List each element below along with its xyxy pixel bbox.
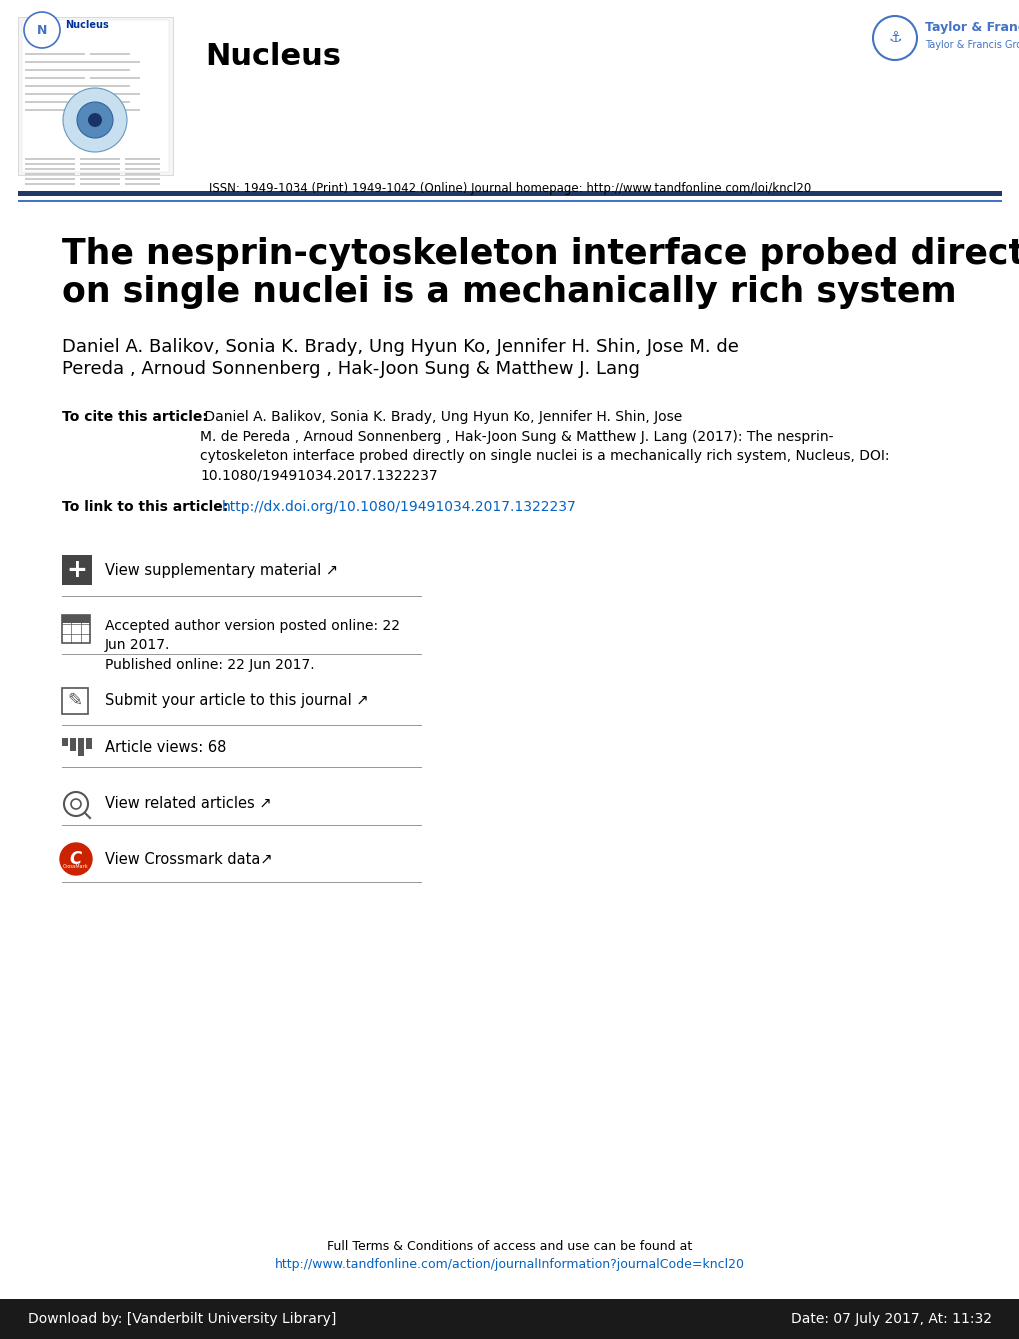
Bar bbox=[90, 76, 140, 79]
Text: http://dx.doi.org/10.1080/19491034.2017.1322237: http://dx.doi.org/10.1080/19491034.2017.… bbox=[222, 499, 576, 514]
Text: Taylor & Francis: Taylor & Francis bbox=[924, 21, 1019, 35]
Bar bbox=[77, 738, 84, 757]
Bar bbox=[90, 108, 140, 111]
Bar bbox=[125, 167, 160, 170]
Circle shape bbox=[88, 112, 102, 127]
Bar bbox=[18, 191, 1001, 195]
Text: N: N bbox=[37, 24, 47, 36]
Text: Nucleus: Nucleus bbox=[205, 42, 340, 71]
Text: View supplementary material ↗: View supplementary material ↗ bbox=[105, 562, 337, 577]
Text: Date: 07 July 2017, At: 11:32: Date: 07 July 2017, At: 11:32 bbox=[790, 1312, 991, 1326]
Text: Submit your article to this journal ↗: Submit your article to this journal ↗ bbox=[105, 694, 368, 708]
Bar bbox=[25, 178, 75, 179]
Text: Full Terms & Conditions of access and use can be found at: Full Terms & Conditions of access and us… bbox=[327, 1240, 692, 1253]
Bar bbox=[25, 158, 75, 159]
Bar bbox=[18, 17, 173, 175]
Bar bbox=[25, 173, 75, 175]
Text: ⚓: ⚓ bbox=[888, 31, 901, 46]
Bar bbox=[86, 738, 92, 749]
Text: To cite this article:: To cite this article: bbox=[62, 410, 208, 424]
Text: The nesprin-cytoskeleton interface probed directly: The nesprin-cytoskeleton interface probe… bbox=[62, 237, 1019, 270]
Text: Taylor & Francis Group: Taylor & Francis Group bbox=[924, 40, 1019, 50]
Bar bbox=[79, 178, 120, 179]
Bar bbox=[79, 163, 120, 165]
Text: CrossMark: CrossMark bbox=[63, 865, 89, 869]
Bar bbox=[22, 20, 169, 171]
Bar bbox=[125, 158, 160, 159]
Text: ISSN: 1949-1034 (Print) 1949-1042 (Online) Journal homepage: http://www.tandfonl: ISSN: 1949-1034 (Print) 1949-1042 (Onlin… bbox=[209, 182, 810, 195]
Bar bbox=[79, 167, 120, 170]
Text: C: C bbox=[70, 850, 83, 868]
Text: on single nuclei is a mechanically rich system: on single nuclei is a mechanically rich … bbox=[62, 274, 956, 309]
Bar bbox=[90, 84, 129, 87]
Bar bbox=[90, 68, 129, 71]
Bar bbox=[62, 688, 88, 714]
Bar bbox=[25, 60, 100, 63]
Circle shape bbox=[63, 88, 127, 153]
Bar bbox=[25, 52, 85, 55]
Bar bbox=[125, 163, 160, 165]
Circle shape bbox=[24, 12, 60, 48]
Bar bbox=[79, 158, 120, 159]
Bar bbox=[125, 178, 160, 179]
Bar bbox=[90, 92, 140, 95]
Bar bbox=[70, 738, 76, 751]
Bar bbox=[90, 52, 129, 55]
Text: http://www.tandfonline.com/action/journalInformation?journalCode=kncl20: http://www.tandfonline.com/action/journa… bbox=[275, 1259, 744, 1271]
Text: Nucleus: Nucleus bbox=[65, 20, 109, 29]
Bar bbox=[79, 173, 120, 175]
Text: To link to this article:: To link to this article: bbox=[62, 499, 233, 514]
Bar bbox=[90, 60, 140, 63]
Bar bbox=[62, 615, 90, 623]
Text: +: + bbox=[66, 558, 88, 582]
Bar bbox=[125, 183, 160, 185]
Bar bbox=[0, 1299, 1019, 1339]
Bar bbox=[62, 615, 90, 643]
Text: Daniel A. Balikov, Sonia K. Brady, Ung Hyun Ko, Jennifer H. Shin, Jose M. de: Daniel A. Balikov, Sonia K. Brady, Ung H… bbox=[62, 337, 738, 356]
Bar bbox=[25, 92, 115, 95]
Bar bbox=[90, 100, 129, 103]
Bar bbox=[25, 167, 75, 170]
Bar bbox=[25, 108, 100, 111]
Bar bbox=[62, 738, 68, 746]
Bar bbox=[18, 200, 1001, 202]
Text: Article views: 68: Article views: 68 bbox=[105, 740, 226, 755]
Text: Accepted author version posted online: 22
Jun 2017.
Published online: 22 Jun 201: Accepted author version posted online: 2… bbox=[105, 619, 399, 672]
Bar bbox=[25, 76, 85, 79]
Text: Pereda , Arnoud Sonnenberg , Hak-Joon Sung & Matthew J. Lang: Pereda , Arnoud Sonnenberg , Hak-Joon Su… bbox=[62, 360, 639, 378]
Bar bbox=[25, 68, 115, 71]
Bar bbox=[25, 163, 75, 165]
Bar bbox=[62, 554, 92, 585]
Circle shape bbox=[872, 16, 916, 60]
Bar bbox=[25, 100, 85, 103]
Bar bbox=[125, 173, 160, 175]
Bar bbox=[25, 84, 100, 87]
Text: Daniel A. Balikov, Sonia K. Brady, Ung Hyun Ko, Jennifer H. Shin, Jose
M. de Per: Daniel A. Balikov, Sonia K. Brady, Ung H… bbox=[200, 410, 889, 482]
Circle shape bbox=[60, 844, 92, 874]
Bar bbox=[25, 183, 75, 185]
Text: View Crossmark data↗: View Crossmark data↗ bbox=[105, 852, 272, 866]
Circle shape bbox=[76, 102, 113, 138]
Bar bbox=[79, 183, 120, 185]
Text: Download by: [Vanderbilt University Library]: Download by: [Vanderbilt University Libr… bbox=[28, 1312, 336, 1326]
Text: View related articles ↗: View related articles ↗ bbox=[105, 797, 271, 811]
Text: ✎: ✎ bbox=[67, 692, 83, 710]
